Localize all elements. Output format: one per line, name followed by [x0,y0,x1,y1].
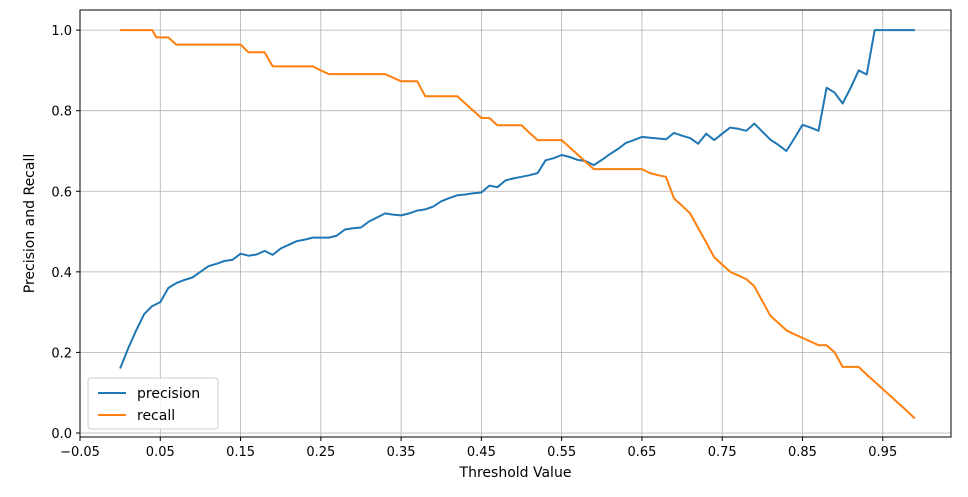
plot-frame [79,9,952,438]
legend-label-recall: recall [137,408,175,424]
y-tick-label: 0.2 [51,346,72,361]
x-axis-label: Threshold Value [459,465,572,481]
y-tick-label: 0.4 [51,266,72,281]
x-tick-label: 0.15 [226,445,255,460]
x-tick-label: 0.65 [627,445,656,460]
y-tick-label: 0.0 [51,427,72,442]
x-tick-label: 0.45 [467,445,496,460]
series-lines [119,29,916,420]
x-tick-label: 0.25 [306,445,335,460]
legend-box [87,377,219,430]
legend-label-precision: precision [137,386,200,402]
series-line-recall [120,29,916,420]
y-tick-label: 1.0 [51,24,72,39]
series-line-precision [119,29,915,369]
y-axis-ticks: 0.0 0.2 0.4 0.6 0.8 1.0 [51,24,80,442]
y-tick-label: 0.8 [51,105,72,120]
x-tick-label: 0.85 [788,445,817,460]
x-tick-label: −0.05 [60,445,100,460]
x-axis-ticks: −0.05 0.05 0.15 0.25 0.35 0.45 0.55 0.65 0.75 0.8… [60,437,897,460]
x-tick-label: 0.35 [387,445,416,460]
x-tick-label: 0.95 [868,445,897,460]
legend: precision recall [87,377,219,430]
x-tick-label: 0.05 [146,445,175,460]
grid-lines [79,10,951,437]
y-axis-label: Precision and Recall [22,154,38,293]
y-tick-label: 0.6 [51,185,72,200]
x-tick-label: 0.55 [547,445,576,460]
x-tick-label: 0.75 [708,445,737,460]
